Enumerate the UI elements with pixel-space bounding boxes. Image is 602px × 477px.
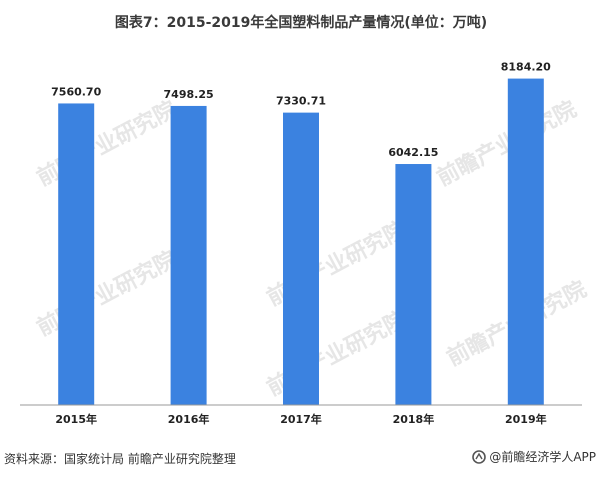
value-label: 6042.15 (388, 146, 438, 159)
value-label: 7560.70 (51, 85, 101, 98)
bar-2018年 (395, 164, 432, 405)
bar-2019年 (507, 78, 544, 405)
qianzhan-logo-icon (472, 449, 487, 464)
bars-group (58, 78, 544, 406)
chart-title: 图表7：2015-2019年全国塑料制品产量情况(单位：万吨) (114, 15, 488, 31)
watermark-text: 前瞻产业研究院 (33, 246, 181, 341)
x-tick-label: 2015年 (55, 412, 97, 426)
value-label: 7330.71 (276, 95, 326, 108)
bar-chart: 前瞻产业研究院前瞻产业研究院前瞻产业研究院前瞻产业研究院前瞻产业研究院前瞻产业研… (20, 61, 591, 426)
watermark-text: 前瞻产业研究院 (33, 96, 181, 191)
brand-credit: @前瞻经济学人APP (472, 448, 596, 465)
x-tick-label: 2018年 (393, 412, 435, 426)
x-tick-labels-group: 2015年 2016年 2017年 2018年 2019年 (55, 412, 546, 426)
watermark-text: 前瞻产业研究院 (433, 96, 581, 191)
value-labels-group: 7560.70 7498.25 7330.71 6042.15 8184.20 (51, 61, 551, 159)
x-tick-label: 2017年 (280, 412, 322, 426)
brand-text: @前瞻经济学人APP (489, 450, 596, 464)
value-label: 7498.25 (164, 88, 214, 101)
bar-2017年 (283, 112, 319, 405)
value-label: 8184.20 (501, 61, 551, 74)
x-tick-label: 2019年 (505, 412, 547, 426)
bar-2015年 (58, 103, 95, 406)
bar-2016年 (170, 105, 207, 405)
source-note: 资料来源：国家统计局 前瞻产业研究院整理 (4, 452, 236, 466)
x-tick-label: 2016年 (168, 412, 210, 426)
footer: 资料来源：国家统计局 前瞻产业研究院整理 @前瞻经济学人APP (0, 444, 602, 468)
